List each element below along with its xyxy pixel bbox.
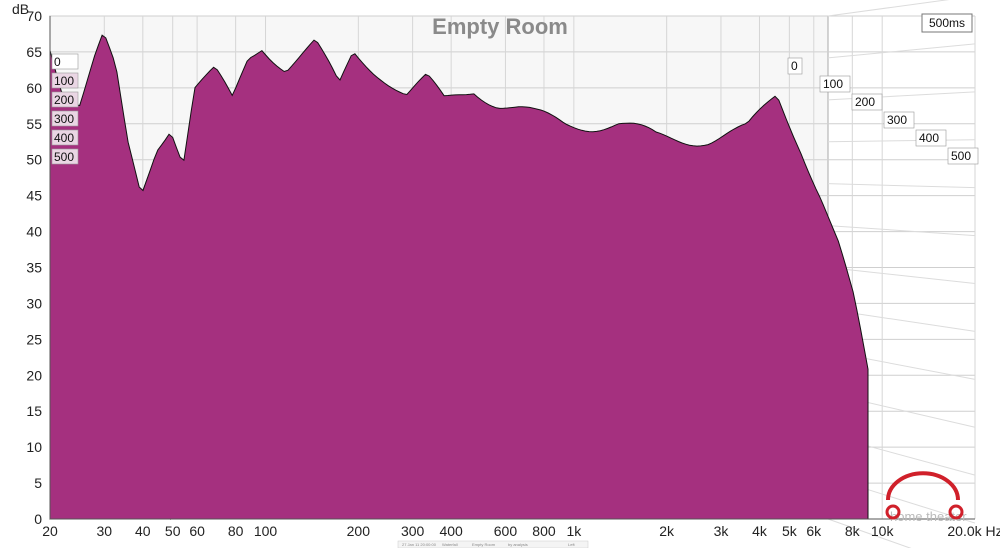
floor-grid — [827, 0, 976, 548]
logo-circle-left — [885, 504, 901, 520]
y-tick-label: 70 — [26, 8, 42, 24]
x-tick-label: 600 — [494, 523, 518, 539]
x-tick-label: 20 — [42, 523, 58, 539]
time-label-box-left — [51, 110, 79, 127]
y-tick-label: 5 — [34, 475, 42, 491]
y-tick-label: 40 — [26, 224, 42, 240]
time-labels-left: 0 100 200 300 400 500 — [51, 53, 79, 165]
time-label-box-left — [51, 72, 79, 89]
y-tick-label: 10 — [26, 439, 42, 455]
time-label-left: 400 — [54, 131, 74, 145]
waterfall-slice — [49, 34, 869, 520]
y-tick-label: 55 — [26, 116, 42, 132]
x-tick-label: 30 — [97, 523, 113, 539]
time-label-box-right — [851, 93, 883, 111]
time-labels-right: 0 100 200 300 400 500 — [787, 57, 979, 165]
time-label-right: 500 — [951, 149, 971, 163]
y-tick-label: 35 — [26, 260, 42, 276]
y-tick-label: 65 — [26, 44, 42, 60]
x-tick-label: 4k — [752, 523, 768, 539]
x-tick-label: 800 — [532, 523, 556, 539]
x-tick-label: 300 — [401, 523, 425, 539]
x-tick-label: 6k — [806, 523, 822, 539]
logo-arc — [886, 471, 960, 501]
time-label-box-left — [51, 53, 79, 70]
perspective-line — [827, 139, 976, 143]
footer-channel: Left — [568, 542, 576, 547]
time-label-box-left — [51, 129, 79, 146]
x-tick-label: 1k — [566, 523, 582, 539]
y-tick-label: 15 — [26, 403, 42, 419]
x-tick-label: 200 — [347, 523, 371, 539]
perspective-line — [827, 43, 976, 59]
x-tick-label: 80 — [228, 523, 244, 539]
time-label-right: 300 — [887, 113, 907, 127]
time-label-right: 200 — [855, 95, 875, 109]
x-tick-label: 400 — [439, 523, 463, 539]
x-tick-label: 5k — [782, 523, 798, 539]
time-label-right: 400 — [919, 131, 939, 145]
time-label-left: 300 — [54, 112, 74, 126]
logo-circle-right — [948, 504, 964, 520]
perspective-line — [827, 518, 912, 548]
time-label-box-right — [819, 75, 851, 93]
footer-type: Waterfall — [442, 542, 458, 547]
y-unit-label: dB — [12, 1, 29, 17]
footer-name: Empty Room — [472, 542, 496, 547]
x-tick-label: 2k — [659, 523, 675, 539]
time-window-label: 500ms — [929, 16, 965, 30]
time-label-box-right — [787, 57, 803, 75]
y-tick-label: 45 — [26, 188, 42, 204]
time-label-left: 500 — [54, 150, 74, 164]
time-label-box-left — [51, 91, 79, 108]
x-tick-label: 50 — [165, 523, 181, 539]
x-tick-labels: 20 30 40 50 60 80 100 200 300 400 600 800 1k 2k 3k 4k 5k… — [42, 523, 1000, 539]
time-label-box-left — [51, 148, 79, 165]
y-tick-label: 25 — [26, 331, 42, 347]
time-label-right: 100 — [823, 77, 843, 91]
x-tick-label: 20.0k Hz — [947, 523, 1000, 539]
perspective-line — [827, 267, 976, 284]
chart-title: Empty Room — [432, 14, 568, 39]
perspective-line — [827, 0, 950, 17]
perspective-line — [827, 183, 976, 189]
y-tick-label: 50 — [26, 152, 42, 168]
perspective-line — [827, 91, 976, 101]
waterfall-slices — [49, 34, 869, 520]
x-tick-label: 40 — [135, 523, 151, 539]
logo: home theater — [885, 471, 967, 524]
x-tick-label: 100 — [254, 523, 278, 539]
time-label-box-right — [947, 147, 979, 165]
footer-date: 27 Jan 11 20:00:00 — [402, 542, 437, 547]
x-tick-label: 3k — [714, 523, 730, 539]
time-label-left: 200 — [54, 93, 74, 107]
time-window-box: 500ms — [921, 13, 973, 33]
y-tick-label: 60 — [26, 80, 42, 96]
perspective-line — [827, 225, 976, 237]
y-tick-label: 0 — [34, 511, 42, 527]
time-label-left: 100 — [54, 74, 74, 88]
y-tick-label: 30 — [26, 295, 42, 311]
x-tick-label: 10k — [871, 523, 895, 539]
y-tick-label: 20 — [26, 367, 42, 383]
y-tick-labels: 0 5 10 15 20 25 30 35 40 45 50 55 60 65 70 — [26, 8, 42, 527]
x-tick-label: 60 — [189, 523, 205, 539]
x-tick-label: 8k — [845, 523, 861, 539]
watermark-text: home theater — [890, 509, 967, 524]
footer-analysis: by analysis — [508, 542, 528, 547]
time-label-right: 0 — [791, 59, 798, 73]
time-label-box-right — [883, 111, 915, 129]
footer-strip: 27 Jan 11 20:00:00 Waterfall Empty Room … — [397, 540, 589, 548]
time-label-box-right — [915, 129, 947, 147]
axes — [49, 16, 975, 520]
time-label-left: 0 — [54, 55, 61, 69]
